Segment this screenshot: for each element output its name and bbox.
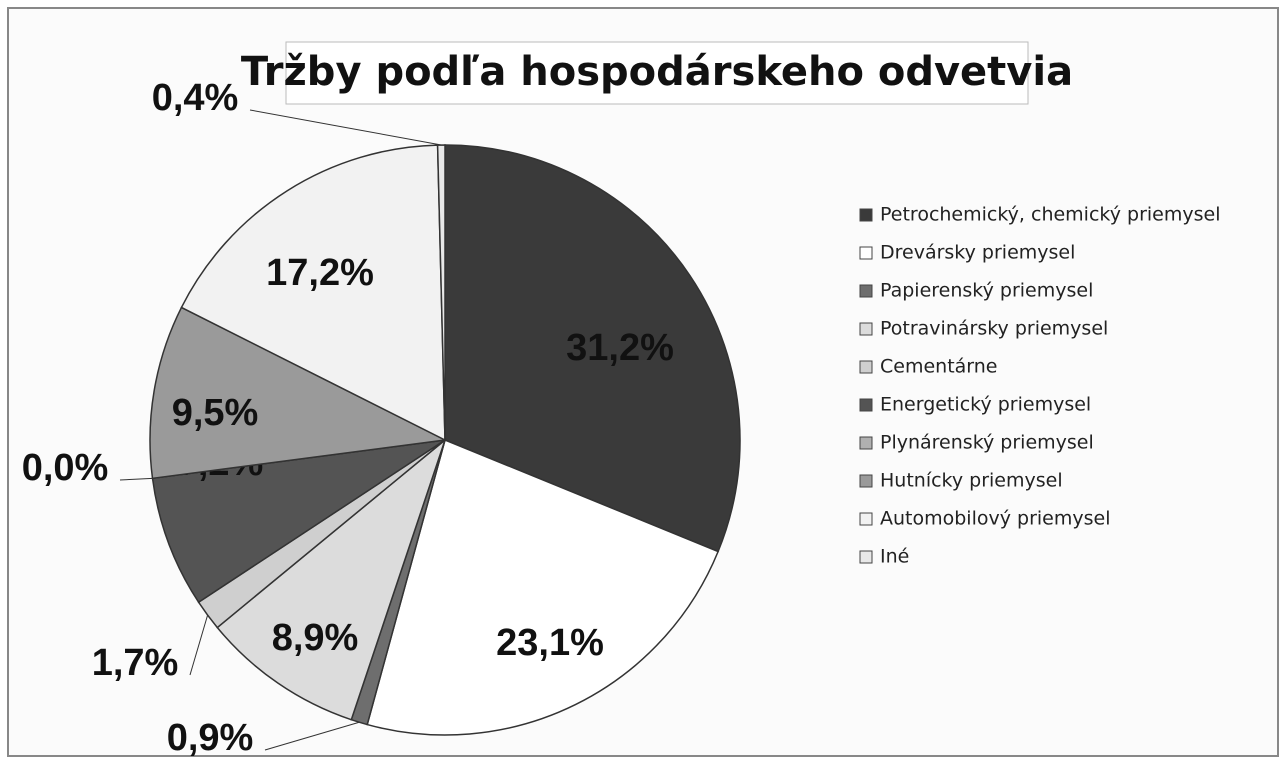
legend-label: Cementárne: [880, 356, 998, 378]
data-label: 1,7%: [92, 642, 179, 684]
legend-swatch: [859, 322, 873, 336]
pie-slice: [216, 437, 447, 721]
data-label: 9,5%: [172, 392, 259, 434]
legend-label: Automobilový priemysel: [880, 508, 1110, 530]
leader-line: [264, 721, 360, 751]
data-label: 23,1%: [496, 622, 604, 664]
data-label: 31,2%: [566, 327, 674, 369]
legend-swatch: [859, 360, 873, 374]
data-label: 17,2%: [266, 252, 374, 294]
legend-label: Papierenský priemysel: [880, 280, 1093, 302]
pie-slice: [151, 439, 446, 604]
leader-line: [119, 477, 153, 481]
legend-label: Iné: [880, 546, 909, 568]
pie-slice: [436, 144, 446, 441]
legend-swatch: [859, 474, 873, 488]
pie-slice: [180, 144, 446, 442]
title-box: [285, 41, 1029, 105]
pie-slice: [366, 438, 720, 736]
legend-label: Plynárenský priemysel: [880, 432, 1094, 454]
data-label: 0,0%: [22, 447, 109, 489]
legend-label: Hutnícky priemysel: [880, 470, 1063, 492]
leader-line: [249, 109, 442, 146]
legend-label: Drevársky priemysel: [880, 242, 1075, 264]
legend-swatch: [859, 208, 873, 222]
legend-swatch: [859, 550, 873, 564]
data-label: 0,9%: [167, 717, 254, 759]
pie-slice: [444, 144, 741, 553]
data-label: 8,9%: [272, 617, 359, 659]
legend-swatch: [859, 398, 873, 412]
legend-label: Potravinársky priemysel: [880, 318, 1108, 340]
legend-swatch: [859, 512, 873, 526]
legend-label: Petrochemický, chemický priemysel: [880, 204, 1220, 226]
data-label: 0,4%: [152, 77, 239, 119]
legend-swatch: [859, 284, 873, 298]
legend-swatch: [859, 246, 873, 260]
chart-title: Tržby podľa hospodárskeho odvetvia: [241, 49, 1073, 95]
legend-label: Energetický priemysel: [880, 394, 1091, 416]
legend-swatch: [859, 436, 873, 450]
leader-line: [189, 614, 209, 676]
pie-slice: [149, 306, 448, 480]
